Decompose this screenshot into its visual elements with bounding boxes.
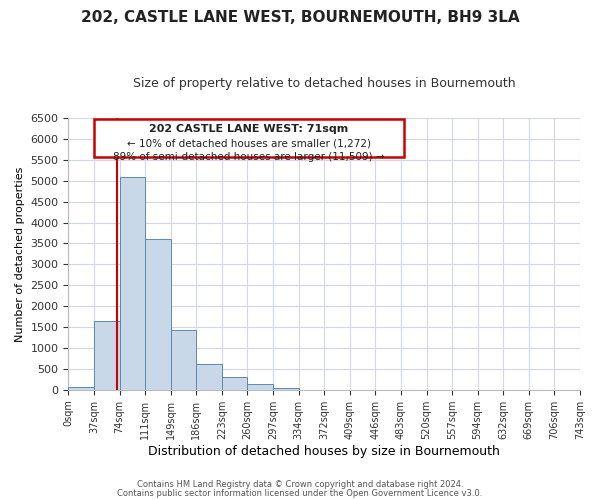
Bar [273,388,299,390]
Bar [222,377,247,390]
Text: ← 10% of detached houses are smaller (1,272): ← 10% of detached houses are smaller (1,… [127,138,371,148]
Text: Contains public sector information licensed under the Open Government Licence v3: Contains public sector information licen… [118,488,482,498]
Title: Size of property relative to detached houses in Bournemouth: Size of property relative to detached ho… [133,78,515,90]
Bar [119,178,145,390]
Bar [145,240,171,390]
Bar [247,384,273,390]
Bar [94,321,119,390]
Text: 202, CASTLE LANE WEST, BOURNEMOUTH, BH9 3LA: 202, CASTLE LANE WEST, BOURNEMOUTH, BH9 … [80,10,520,25]
Y-axis label: Number of detached properties: Number of detached properties [15,166,25,342]
Text: 89% of semi-detached houses are larger (11,509) →: 89% of semi-detached houses are larger (… [113,152,385,162]
Bar [68,387,94,390]
X-axis label: Distribution of detached houses by size in Bournemouth: Distribution of detached houses by size … [148,444,500,458]
Bar [196,364,222,390]
Text: Contains HM Land Registry data © Crown copyright and database right 2024.: Contains HM Land Registry data © Crown c… [137,480,463,489]
Bar [171,330,196,390]
Text: 202 CASTLE LANE WEST: 71sqm: 202 CASTLE LANE WEST: 71sqm [149,124,349,134]
FancyBboxPatch shape [94,119,404,156]
